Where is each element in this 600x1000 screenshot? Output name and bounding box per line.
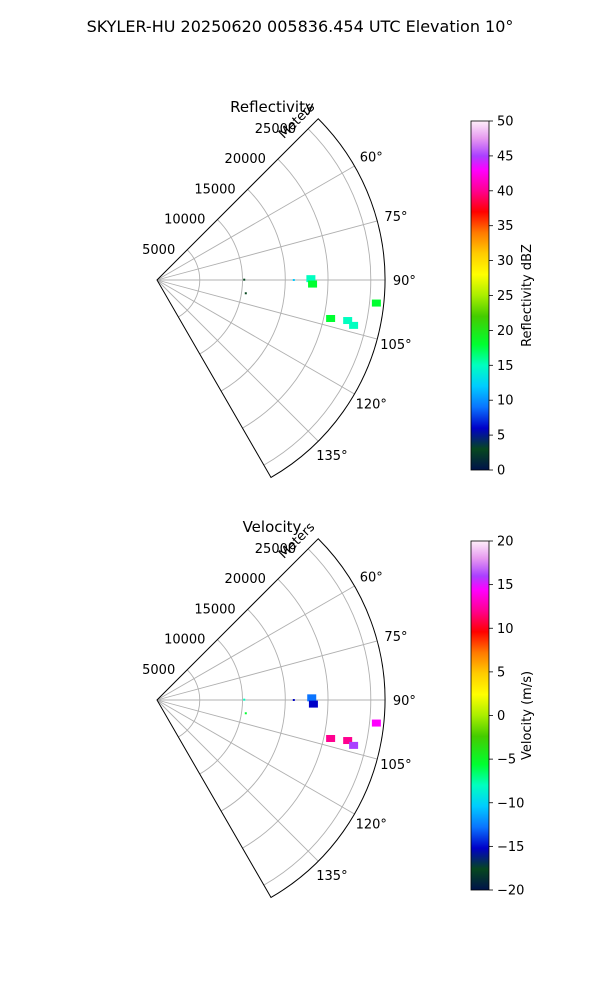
range-ring	[220, 188, 286, 392]
colorbar-tick-label: 45	[497, 149, 514, 164]
echo-cell	[306, 275, 316, 283]
colorbar-tick-label: −5	[497, 753, 516, 768]
panel-title: Reflectivity	[230, 98, 314, 116]
colorbar-tick-label: 30	[497, 254, 514, 269]
azimuth-tick-label: 105°	[380, 338, 411, 353]
azimuth-gridline	[156, 699, 355, 815]
azimuth-tick-label: 60°	[360, 570, 383, 585]
range-tick-label: 20000	[225, 152, 266, 167]
colorbar-tick-label: 15	[497, 359, 514, 374]
colorbar-tick-label: 5	[497, 665, 505, 680]
range-tick-label: 5000	[142, 243, 175, 258]
range-ring	[178, 249, 201, 318]
colorbar-tick-label: 20	[497, 535, 514, 550]
range-tick-label: 5000	[142, 663, 175, 678]
colorbar-tick-label: 10	[497, 394, 514, 409]
azimuth-gridline	[156, 279, 355, 395]
echo-cell	[292, 279, 295, 281]
echo-cell	[307, 694, 317, 702]
echo-cell	[243, 278, 246, 281]
echo-cell	[243, 698, 246, 701]
azimuth-gridline	[156, 220, 378, 281]
range-tick-label: 20000	[225, 572, 266, 587]
azimuth-tick-label: 90°	[393, 274, 416, 289]
range-tick-label: 15000	[194, 182, 235, 197]
azimuth-gridline	[156, 585, 355, 701]
echo-cell	[292, 699, 295, 701]
echo-cell	[343, 317, 353, 325]
azimuth-tick-label: 105°	[380, 758, 411, 773]
echo-cell	[343, 737, 353, 745]
range-tick-label: 25000	[255, 542, 296, 557]
echo-cell	[308, 280, 318, 288]
range-tick-label: 15000	[194, 602, 235, 617]
azimuth-tick-label: 90°	[393, 694, 416, 709]
range-ring	[178, 669, 201, 738]
range-ring	[263, 548, 372, 886]
colorbar-tick-label: 0	[497, 709, 505, 724]
sector-frame	[156, 118, 386, 479]
echo-cell	[349, 741, 359, 749]
azimuth-tick-label: 120°	[356, 818, 387, 833]
colorbar-tick-label: 50	[497, 115, 514, 130]
reflectivity-panel: Reflectivity500010000150002000025000Mete…	[142, 98, 535, 479]
echo-cell	[244, 292, 247, 295]
azimuth-tick-label: 135°	[316, 449, 347, 464]
azimuth-gridline	[156, 699, 378, 760]
azimuth-tick-label: 135°	[316, 869, 347, 884]
colorbar-tick-label: 20	[497, 324, 514, 339]
range-tick-label: 10000	[164, 213, 205, 228]
figure-title: SKYLER-HU 20250620 005836.454 UTC Elevat…	[87, 17, 514, 36]
range-ring	[199, 639, 243, 775]
azimuth-tick-label: 60°	[360, 150, 383, 165]
echo-cell	[308, 700, 318, 708]
azimuth-gridline	[156, 699, 319, 862]
colorbar-tick-label: 35	[497, 219, 514, 234]
azimuth-gridline	[156, 640, 378, 701]
colorbar-label: Velocity (m/s)	[520, 671, 535, 760]
range-tick-label: 10000	[164, 633, 205, 648]
azimuth-tick-label: 75°	[384, 630, 407, 645]
range-ring	[199, 219, 243, 355]
colorbar-tick-label: −15	[497, 840, 524, 855]
panel-title: Velocity	[243, 518, 302, 536]
echo-cell	[326, 314, 336, 322]
colorbar-tick-label: −10	[497, 796, 524, 811]
colorbar-tick-label: −20	[497, 884, 524, 899]
colorbar-tick-label: 25	[497, 289, 514, 304]
echo-cell	[371, 299, 381, 307]
colorbar-label: Reflectivity dBZ	[520, 244, 535, 347]
echo-cell	[244, 712, 247, 715]
range-ring	[242, 158, 329, 429]
azimuth-gridline	[156, 279, 378, 340]
echo-cell	[326, 734, 336, 742]
colorbar-tick-label: 5	[497, 429, 505, 444]
azimuth-tick-label: 120°	[356, 398, 387, 413]
range-tick-label: 25000	[255, 122, 296, 137]
colorbar	[470, 540, 490, 891]
range-ring	[220, 608, 286, 812]
echo-cell	[349, 321, 359, 329]
azimuth-gridline	[156, 165, 355, 281]
colorbar	[470, 120, 490, 471]
velocity-panel: Velocity500010000150002000025000Meters60…	[142, 518, 535, 899]
echo-cell	[371, 719, 381, 727]
range-ring	[263, 128, 372, 466]
colorbar-tick-label: 10	[497, 622, 514, 637]
colorbar-tick-label: 40	[497, 184, 514, 199]
sector-frame	[156, 538, 386, 899]
range-ring	[242, 578, 329, 849]
azimuth-tick-label: 75°	[384, 210, 407, 225]
colorbar-tick-label: 15	[497, 578, 514, 593]
azimuth-gridline	[156, 279, 319, 442]
colorbar-tick-label: 0	[497, 464, 505, 479]
